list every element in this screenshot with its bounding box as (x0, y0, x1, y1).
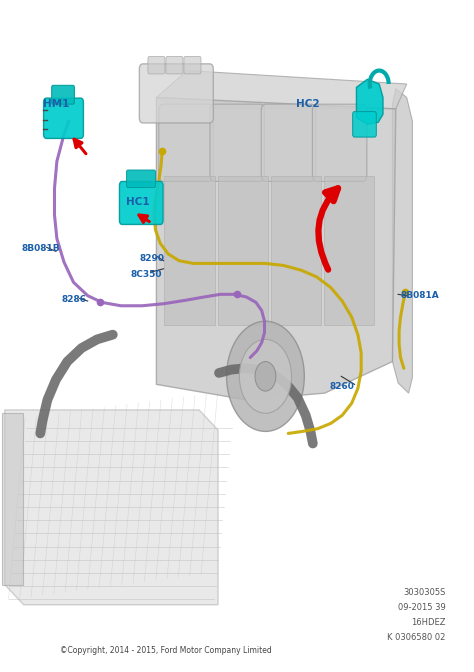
Polygon shape (156, 97, 396, 400)
Text: 8290: 8290 (140, 254, 165, 263)
FancyBboxPatch shape (324, 176, 374, 325)
Text: ©Copyright, 2014 - 2015, Ford Motor Company Limited: ©Copyright, 2014 - 2015, Ford Motor Comp… (60, 646, 272, 655)
FancyBboxPatch shape (139, 64, 213, 123)
Circle shape (227, 321, 304, 431)
Text: 16HDEZ: 16HDEZ (411, 618, 446, 627)
FancyBboxPatch shape (210, 104, 264, 181)
FancyBboxPatch shape (159, 104, 213, 181)
Polygon shape (156, 71, 407, 109)
Polygon shape (5, 410, 218, 605)
Text: 8286: 8286 (62, 294, 87, 304)
FancyBboxPatch shape (184, 56, 201, 74)
FancyBboxPatch shape (261, 104, 316, 181)
Circle shape (255, 362, 276, 391)
Text: 3030305S: 3030305S (403, 588, 446, 597)
Text: 8B081A: 8B081A (401, 291, 439, 300)
FancyBboxPatch shape (312, 104, 367, 181)
FancyBboxPatch shape (164, 176, 215, 325)
Circle shape (239, 339, 292, 413)
Polygon shape (2, 413, 23, 585)
Text: HM1: HM1 (43, 99, 69, 109)
Text: 8C350: 8C350 (130, 269, 162, 279)
FancyBboxPatch shape (166, 56, 183, 74)
FancyBboxPatch shape (44, 98, 83, 138)
Text: HC1: HC1 (126, 197, 149, 206)
Text: K 0306580 02: K 0306580 02 (387, 632, 446, 642)
Text: 09-2015 39: 09-2015 39 (398, 603, 446, 612)
Text: 8260: 8260 (329, 382, 354, 391)
FancyBboxPatch shape (127, 170, 155, 187)
Text: 8B081B: 8B081B (21, 244, 60, 253)
FancyBboxPatch shape (353, 112, 376, 137)
FancyBboxPatch shape (52, 85, 74, 104)
Polygon shape (392, 89, 412, 393)
Text: HC2: HC2 (296, 99, 320, 109)
FancyBboxPatch shape (148, 56, 165, 74)
Polygon shape (356, 79, 383, 124)
FancyBboxPatch shape (271, 176, 321, 325)
FancyBboxPatch shape (218, 176, 268, 325)
FancyBboxPatch shape (119, 181, 163, 224)
